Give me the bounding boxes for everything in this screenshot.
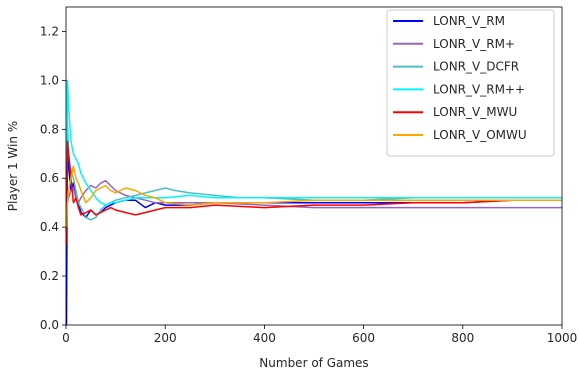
x-tick-label-4: 800 <box>451 331 474 345</box>
x-tick-label-5: 1000 <box>547 331 578 345</box>
y-tick-label-1: 0.2 <box>40 269 59 283</box>
legend-box <box>386 9 555 157</box>
y-tick-label-0: 0.0 <box>40 318 59 332</box>
legend: LONR_V_RM LONR_V_RM+ LONR_V_DCFR LONR_V_RM+… <box>386 9 555 157</box>
y-tick-label-2: 0.4 <box>40 220 59 234</box>
series-line-5 <box>65 165 562 228</box>
y-tick-label-3: 0.6 <box>40 171 59 185</box>
y-tick-label-5: 1.0 <box>40 73 59 87</box>
x-tick-label-2: 400 <box>253 331 276 345</box>
y-tick-label-4: 0.8 <box>40 122 59 136</box>
legend-label-5: LONR_V_OMWU <box>433 128 527 142</box>
series-lines <box>65 79 562 326</box>
legend-label-0: LONR_V_RM <box>433 14 505 28</box>
series-line-3 <box>65 79 562 206</box>
x-tick-label-0: 0 <box>62 331 70 345</box>
x-axis-label: Number of Games <box>259 356 368 370</box>
legend-label-1: LONR_V_RM+ <box>433 37 515 51</box>
legend-label-3: LONR_V_RM++ <box>433 82 525 96</box>
series-line-4 <box>65 140 562 245</box>
series-line-1 <box>66 179 562 209</box>
y-axis-label: Player 1 Win % <box>6 121 20 211</box>
y-tick-label-6: 1.2 <box>40 24 59 38</box>
y-axis: 0.0 0.2 0.4 0.6 0.8 1.0 1.2 <box>40 24 66 332</box>
plot-frame <box>65 6 563 326</box>
legend-label-4: LONR_V_MWU <box>433 105 517 119</box>
x-tick-label-3: 600 <box>352 331 375 345</box>
legend-label-2: LONR_V_DCFR <box>433 60 519 74</box>
x-tick-label-1: 200 <box>154 331 177 345</box>
x-axis: 0 200 400 600 800 1000 <box>62 325 577 345</box>
